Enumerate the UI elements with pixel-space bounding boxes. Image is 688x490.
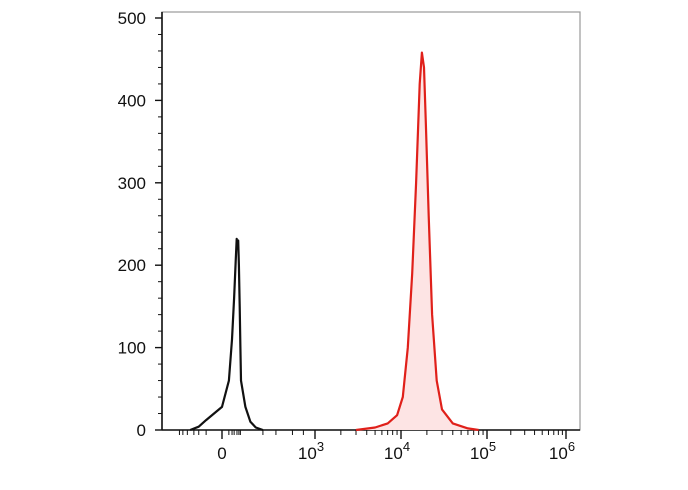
label-layer: 0 100 200 300 400 500 0 103 104 105 106 — [118, 9, 575, 463]
y-tick-label: 500 — [118, 9, 146, 28]
x-tick-label: 106 — [549, 439, 575, 463]
series-0-line — [189, 237, 264, 432]
series-layer — [189, 51, 479, 432]
y-tick-label: 300 — [118, 174, 146, 193]
y-tick-label: 200 — [118, 256, 146, 275]
y-tick-label: 100 — [118, 339, 146, 358]
y-tick-label: 0 — [137, 421, 146, 440]
x-tick-label: 104 — [384, 439, 410, 463]
plot-frame — [161, 11, 581, 431]
series-1-line — [355, 51, 479, 432]
series-1-area — [356, 52, 479, 430]
axis-layer — [155, 12, 580, 439]
x-tick-label: 0 — [217, 444, 226, 463]
x-tick-label: 105 — [470, 439, 496, 463]
y-tick-label: 400 — [118, 91, 146, 110]
x-tick-label: 103 — [298, 439, 324, 463]
